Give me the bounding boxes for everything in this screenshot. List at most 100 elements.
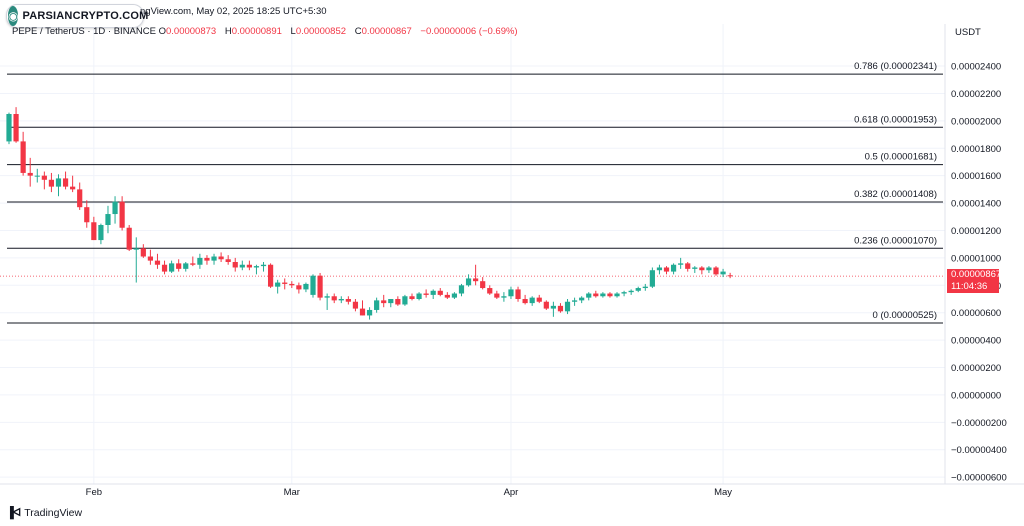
candle-body (48, 179, 55, 187)
candle-up (621, 290, 627, 297)
candle-body (381, 300, 387, 304)
candle-body (183, 263, 189, 269)
candle-body (239, 264, 245, 268)
candle-up (197, 253, 203, 269)
ohlc-key-c: C (354, 26, 362, 37)
candle-body (423, 293, 429, 295)
candle-up (706, 266, 712, 273)
y-tick-label: −0.00000600 (951, 473, 1007, 484)
candle-down (246, 260, 252, 271)
candle-body (529, 297, 535, 304)
candle-body (119, 201, 125, 228)
candle-body (663, 267, 670, 272)
candle-up (628, 289, 634, 295)
candle-down (607, 292, 613, 298)
candle-up (98, 223, 104, 245)
candle-body (352, 301, 359, 309)
candle-up (310, 274, 316, 298)
candle-down (84, 200, 90, 228)
fib-level-label: 0.786 (0.00002341) (854, 61, 937, 72)
candle-up (374, 297, 380, 313)
candle-body (685, 263, 691, 269)
tradingview-brand: TradingView (24, 506, 83, 519)
candle-body (607, 293, 613, 297)
fibonacci-levels: 0.786 (0.00002341) 0.618 (0.00001953) 0.5 … (0, 61, 945, 324)
candle-body (515, 289, 521, 299)
candle-up (388, 299, 394, 308)
candle-down (126, 225, 132, 252)
ohlc-key-o: O (158, 26, 166, 37)
candle-body (713, 267, 719, 275)
candle-down (41, 171, 47, 190)
candle-body (564, 301, 571, 312)
candle-body (670, 264, 677, 272)
candle-body (345, 299, 351, 302)
candle-down (13, 107, 19, 143)
candle-body (656, 267, 663, 271)
y-tick-label: 0.00001400 (951, 199, 1001, 210)
candle-down (423, 289, 429, 298)
candle-down (480, 277, 486, 290)
candle-body (338, 299, 344, 301)
candle-body (444, 294, 450, 298)
candle-body (232, 262, 238, 268)
candle-up (635, 286, 641, 293)
candle-body (260, 264, 267, 267)
price-axis[interactable]: 0.00002400 0.00002200 0.00002000 0.00001800… (944, 24, 1007, 484)
candle-up (402, 294, 408, 306)
candle-up (451, 292, 458, 299)
candle-body (331, 296, 337, 301)
y-tick-label: 0.00000200 (951, 363, 1001, 374)
candle-body (409, 296, 415, 299)
candle-body (246, 264, 252, 268)
candle-down (91, 216, 97, 241)
candle-body (296, 285, 302, 290)
candle-body (303, 283, 309, 290)
candle-body (84, 207, 90, 223)
source-line: ngView.com, May 02, 2025 18:25 UTC+5:30 (140, 6, 327, 17)
candle-body (147, 256, 153, 261)
last-price-value: 0.00000867 (951, 269, 1002, 280)
fib-level-label: 0.236 (0.00001070) (854, 235, 937, 246)
candle-down (62, 171, 69, 190)
time-axis[interactable]: Feb Mar Apr May (0, 483, 1024, 498)
candle-body (614, 293, 620, 297)
candle-down (536, 294, 542, 304)
candle-up (720, 268, 726, 278)
candle-body (388, 299, 394, 304)
candle-up (508, 286, 514, 299)
candle-up (253, 264, 260, 275)
candle-body (579, 297, 585, 301)
candle-down (119, 196, 125, 231)
candle-body (20, 141, 26, 173)
candle-down (685, 262, 691, 272)
candle-up (324, 293, 330, 310)
candle-up (239, 260, 245, 271)
candle-up (430, 289, 436, 299)
candle-body (41, 175, 47, 180)
candle-body (720, 271, 726, 275)
candle-down (190, 256, 196, 267)
candle-body (557, 305, 564, 312)
candle-body (508, 289, 514, 297)
candle-body (154, 260, 161, 265)
fib-level-label: 0.382 (0.00001408) (854, 189, 937, 200)
candle-up (656, 264, 663, 275)
tradingview-footer[interactable]: ▐ᐊ TradingView (6, 506, 83, 520)
candle-body (324, 296, 330, 298)
ohlc-value-h: 0.00000891 (231, 26, 282, 37)
candle-body (211, 256, 217, 261)
y-tick-label: −0.00000400 (951, 445, 1007, 456)
candle-up (678, 257, 684, 269)
candle-down (317, 272, 323, 301)
candle-down (487, 285, 493, 295)
candle-up (586, 292, 592, 301)
ohlc-key-h: H (224, 26, 232, 37)
candle-up (105, 205, 111, 234)
candle-down (359, 300, 366, 316)
candle-body (176, 263, 182, 269)
candle-down (154, 253, 161, 269)
candle-body (522, 299, 528, 304)
candle-down (289, 281, 295, 289)
